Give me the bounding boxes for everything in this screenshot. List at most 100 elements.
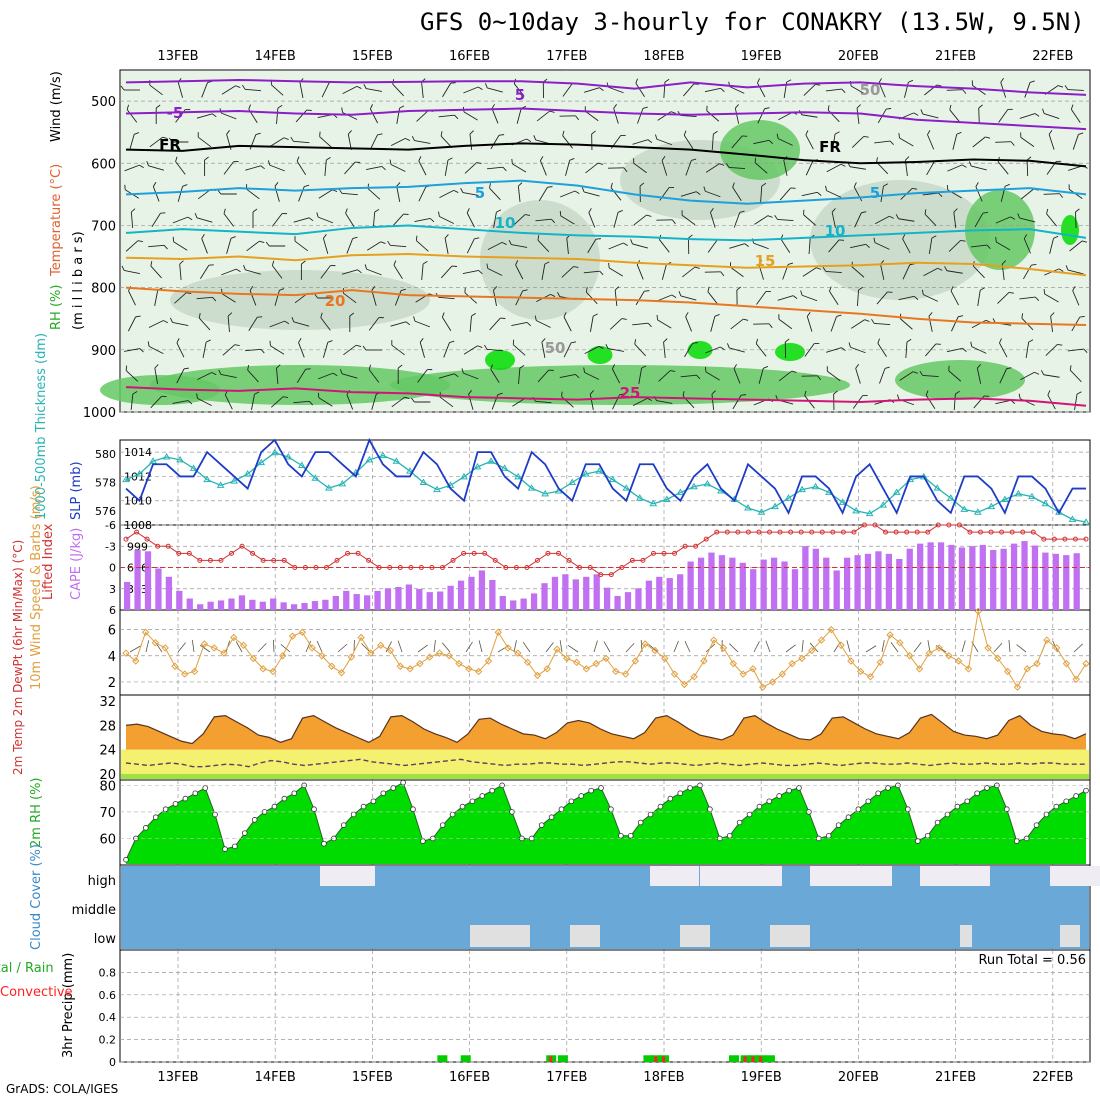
- wind-speed-point: [367, 649, 375, 657]
- wind-barb: [778, 370, 797, 382]
- wind-barb: [993, 642, 1003, 653]
- li-point: [366, 557, 372, 563]
- wind-barb: [851, 319, 870, 329]
- wind-barb-shaft: [396, 186, 401, 202]
- cape-bar: [770, 557, 778, 610]
- rh2m-point: [162, 806, 169, 813]
- precip-total-bar: [557, 1055, 568, 1062]
- wind-speed-point: [837, 641, 845, 650]
- wind-barb-shaft: [976, 368, 982, 384]
- wind-barb-shaft: [1023, 238, 1031, 254]
- wind-barb: [656, 294, 677, 302]
- wind-barb: [898, 295, 919, 301]
- wind-barb: [778, 314, 793, 330]
- wind-speed-point: [974, 607, 982, 616]
- wind-barb-shaft: [830, 316, 837, 332]
- thickness-point: [865, 509, 874, 517]
- li-point: [956, 522, 962, 528]
- wind-barb: [369, 104, 379, 124]
- thickness-point: [771, 502, 779, 510]
- rh2m-point: [974, 790, 980, 797]
- wind-barb-shaft: [197, 397, 212, 407]
- wind-barb-flag: [962, 347, 967, 352]
- wind-barb-flag: [661, 156, 666, 161]
- wind-barb-shaft: [758, 368, 764, 384]
- wind-barb-shaft: [148, 320, 164, 328]
- wind-barb-shaft: [126, 109, 138, 123]
- wind-barb-shaft: [440, 265, 453, 279]
- wind-barb: [995, 236, 1011, 251]
- wind-barb: [754, 215, 773, 225]
- wind-barb-flag: [139, 164, 144, 169]
- wind-barb-flag: [829, 286, 832, 292]
- rh-shading: [390, 365, 850, 405]
- slp-tick: 1014: [124, 446, 152, 459]
- wind-barb: [800, 290, 818, 302]
- wind-barb: [148, 320, 169, 328]
- li-point: [492, 557, 498, 563]
- wind-barb: [680, 374, 701, 380]
- wind-barb-shaft: [154, 290, 159, 306]
- wind-barb: [276, 364, 281, 385]
- wind-speed-point: [572, 658, 581, 667]
- wind-barb: [656, 219, 676, 225]
- ylabel: Cloud Cover (%): [29, 844, 44, 950]
- contour-label: 5: [475, 184, 485, 202]
- wind-speed-point: [455, 659, 463, 668]
- wind-barb-flag: [124, 184, 126, 190]
- wind-barb-shaft: [270, 396, 284, 408]
- wind-barb-shaft: [148, 244, 165, 248]
- wind-barb: [854, 211, 867, 228]
- wind-speed-point: [876, 658, 884, 667]
- ylabel: CAPE (J/kg): [69, 528, 84, 600]
- wind-barb: [680, 191, 701, 197]
- wind-barb-flag: [955, 390, 960, 395]
- wind-barb: [537, 369, 554, 383]
- wind-barb-shaft: [876, 161, 889, 175]
- wind-barb-shaft: [130, 211, 134, 229]
- wind-barb-flag: [623, 242, 628, 246]
- wind-barb-shaft: [972, 136, 986, 148]
- wind-barb: [396, 182, 401, 202]
- rh-shading: [1061, 215, 1079, 245]
- wind-barb-flag: [547, 186, 553, 188]
- wind-barb: [765, 640, 771, 653]
- cape-bar: [958, 547, 966, 610]
- wind-barb-flag: [861, 211, 867, 214]
- wind-barb-flag: [633, 158, 635, 164]
- wind-barb-shaft: [928, 238, 933, 254]
- wind-barb-flag: [1020, 132, 1022, 138]
- li-point: [629, 557, 635, 563]
- wind-barb: [1069, 240, 1087, 252]
- wind-barb-shaft: [174, 292, 187, 304]
- wind-barb: [196, 296, 217, 302]
- wind-barb: [280, 643, 291, 653]
- wind-barb: [876, 291, 893, 305]
- cape-bar: [416, 588, 423, 610]
- wind-barb-flag: [1083, 348, 1088, 353]
- wind-barb-shaft: [392, 213, 404, 227]
- wind-speed-point: [563, 654, 571, 663]
- wind-barb-flag: [204, 156, 209, 161]
- wind-barb-shaft: [486, 348, 504, 352]
- wind-barb-flag: [198, 313, 201, 319]
- wind-barb-flag: [873, 237, 876, 243]
- wind-barb-shaft: [149, 84, 163, 96]
- wind-barb-shaft: [366, 268, 382, 276]
- rh2m-point: [1053, 803, 1060, 810]
- wind-barb-shaft: [372, 211, 376, 229]
- wind-barb-flag: [438, 211, 440, 217]
- wind-barb: [949, 104, 961, 123]
- wind-barb-flag: [908, 79, 914, 83]
- wind-barb-shaft: [128, 290, 136, 306]
- li-point: [418, 565, 424, 570]
- wind-barb-shaft: [902, 264, 911, 280]
- wind-barb: [805, 130, 814, 150]
- cape-bar: [426, 592, 433, 610]
- wind-barb-flag: [670, 370, 676, 372]
- wind-barb-shaft: [711, 133, 714, 151]
- date-label-top: 15FEB: [352, 49, 393, 64]
- wind-barb: [293, 400, 314, 406]
- wind-barb-shaft: [535, 400, 552, 404]
- wind-barb-flag: [646, 214, 652, 217]
